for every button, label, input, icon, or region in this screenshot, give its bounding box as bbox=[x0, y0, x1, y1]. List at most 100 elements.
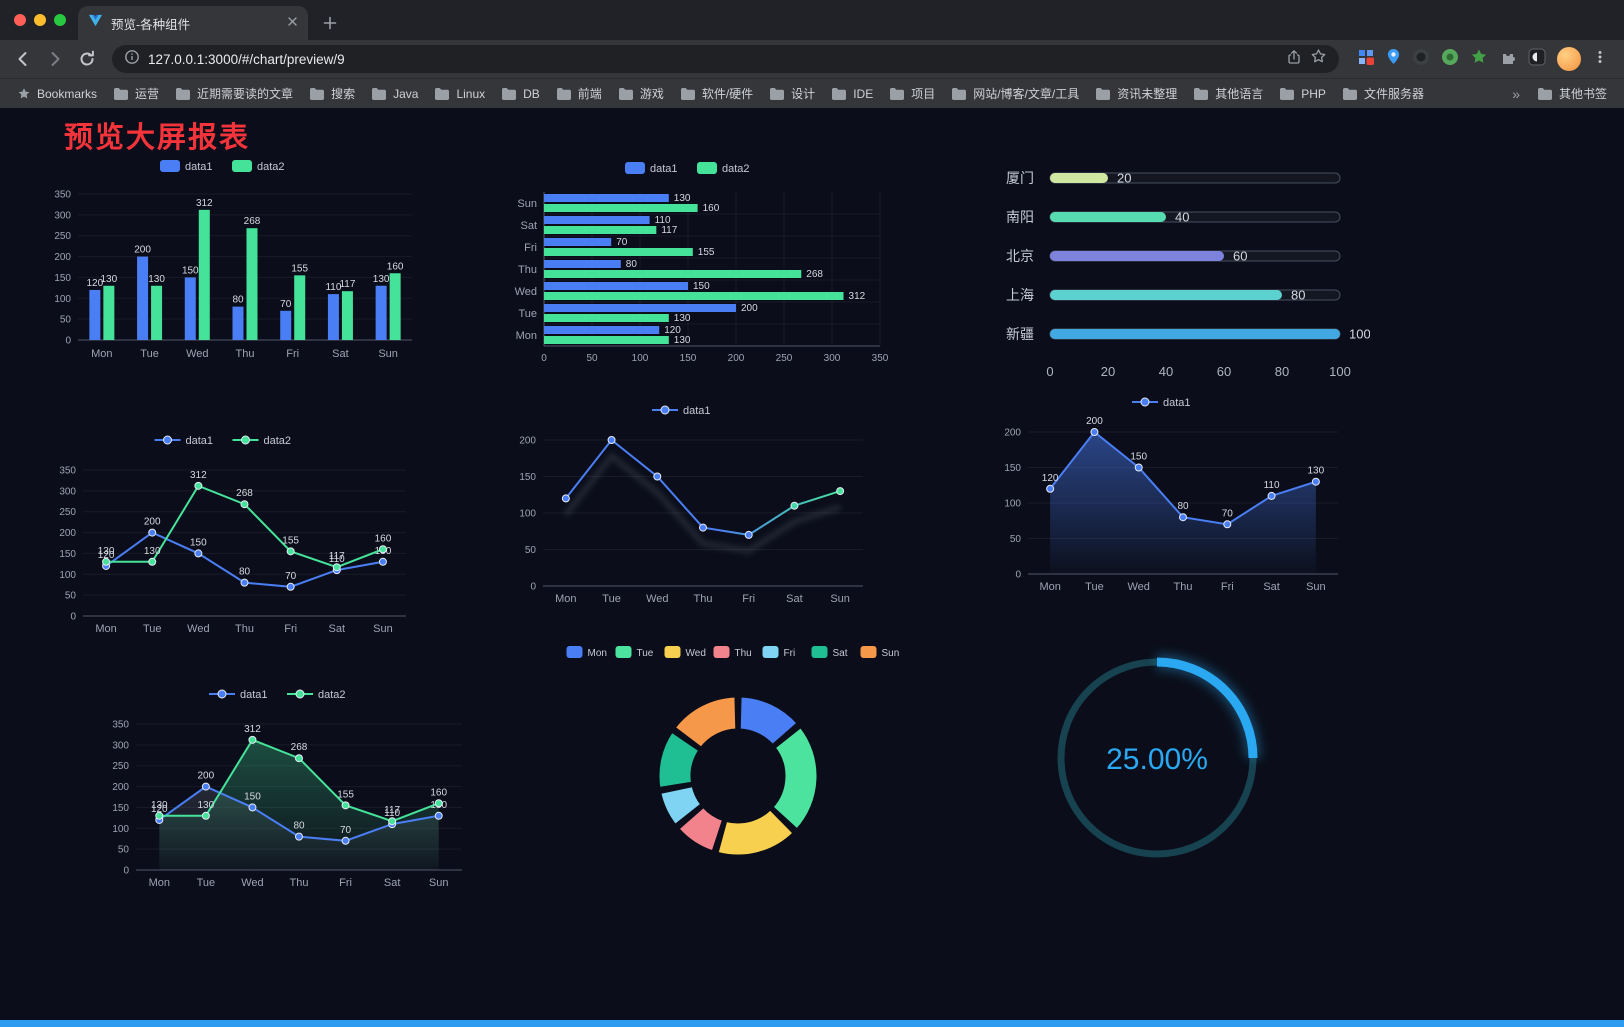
svg-text:Sun: Sun bbox=[1306, 581, 1326, 593]
svg-text:155: 155 bbox=[337, 789, 354, 800]
svg-text:117: 117 bbox=[339, 279, 355, 290]
svg-text:data2: data2 bbox=[318, 689, 346, 701]
site-info-icon[interactable] bbox=[124, 49, 140, 70]
dark-reader-icon[interactable] bbox=[1528, 48, 1546, 71]
svg-text:Tue: Tue bbox=[637, 648, 654, 659]
bookmark-label: 其他语言 bbox=[1215, 87, 1264, 101]
bookmark-item[interactable]: 软件/硬件 bbox=[673, 82, 760, 105]
bookmark-item[interactable]: 近期需要读的文章 bbox=[168, 82, 300, 105]
svg-text:Tue: Tue bbox=[602, 593, 621, 605]
svg-text:50: 50 bbox=[525, 545, 537, 556]
bookmark-item[interactable]: Java bbox=[364, 84, 425, 104]
svg-text:130: 130 bbox=[674, 335, 691, 346]
svg-text:100: 100 bbox=[519, 509, 536, 520]
browser-tab[interactable]: 预览-各种组件 bbox=[78, 6, 308, 40]
svg-text:110: 110 bbox=[384, 808, 400, 819]
address-bar[interactable]: 127.0.0.1:3000/#/chart/preview/9 bbox=[112, 45, 1339, 73]
page-content: 预览大屏报表 data1 data2 0 50 100 150 200 250 300 350 Mo… bbox=[0, 108, 1624, 1027]
svg-text:80: 80 bbox=[232, 295, 244, 306]
tab-close-button[interactable] bbox=[287, 14, 298, 32]
donut-chart: Mon Tue Wed Thu Fri Sat Sun bbox=[548, 638, 928, 882]
bookmark-label: 网站/博客/文章/工具 bbox=[973, 87, 1080, 101]
svg-text:200: 200 bbox=[1086, 416, 1103, 427]
svg-text:50: 50 bbox=[586, 353, 598, 364]
svg-text:80: 80 bbox=[1275, 364, 1289, 379]
bookmark-item[interactable]: 设计 bbox=[762, 82, 822, 105]
bookmark-item[interactable]: 文件服务器 bbox=[1335, 82, 1431, 105]
svg-text:250: 250 bbox=[112, 761, 129, 772]
bookmark-item[interactable]: DB bbox=[494, 84, 547, 104]
bookmark-star-icon[interactable] bbox=[1310, 48, 1327, 70]
gradient-line-chart: data1 0 50 100 150 200 Mon Tue Wed Thu Fri Sat Sun bbox=[505, 396, 877, 620]
window-controls bbox=[14, 14, 66, 26]
bookmark-label: 文件服务器 bbox=[1363, 87, 1424, 101]
svg-text:Mon: Mon bbox=[1039, 581, 1060, 593]
svg-text:100: 100 bbox=[632, 353, 649, 364]
bookmark-item[interactable]: 资讯未整理 bbox=[1088, 82, 1184, 105]
svg-text:新疆: 新疆 bbox=[1006, 326, 1034, 342]
svg-text:250: 250 bbox=[54, 231, 71, 242]
bookmarks-manager-item[interactable]: Bookmarks bbox=[10, 84, 104, 104]
bookmark-item[interactable]: Linux bbox=[427, 84, 492, 104]
extension-dark-circle-icon[interactable] bbox=[1412, 48, 1430, 71]
extension-green-star-icon[interactable] bbox=[1470, 48, 1488, 71]
svg-text:150: 150 bbox=[59, 549, 76, 560]
close-window-button[interactable] bbox=[14, 14, 26, 26]
bookmark-item[interactable]: 运营 bbox=[106, 82, 166, 105]
back-button[interactable] bbox=[8, 44, 38, 74]
bookmark-item[interactable]: 其他语言 bbox=[1186, 82, 1270, 105]
svg-text:150: 150 bbox=[1130, 452, 1147, 463]
bookmark-item[interactable]: PHP bbox=[1272, 84, 1333, 104]
svg-text:Fri: Fri bbox=[286, 348, 299, 360]
new-tab-button[interactable] bbox=[316, 9, 344, 37]
svg-text:150: 150 bbox=[693, 281, 710, 292]
bookmark-item[interactable]: 项目 bbox=[882, 82, 942, 105]
svg-text:120: 120 bbox=[1042, 473, 1059, 484]
extension-green-circle-icon[interactable] bbox=[1441, 48, 1459, 71]
bookmark-item[interactable]: 游戏 bbox=[611, 82, 671, 105]
svg-text:300: 300 bbox=[112, 740, 129, 751]
svg-text:200: 200 bbox=[144, 517, 161, 528]
share-icon[interactable] bbox=[1286, 49, 1302, 70]
bookmarks-overflow-chevron[interactable]: » bbox=[1512, 85, 1520, 102]
extension-grid-icon[interactable] bbox=[1357, 48, 1375, 71]
svg-text:Tue: Tue bbox=[143, 623, 162, 635]
other-bookmarks-item[interactable]: 其他书签 bbox=[1530, 82, 1614, 105]
svg-text:60: 60 bbox=[1217, 364, 1231, 379]
bookmark-item[interactable]: IDE bbox=[824, 84, 880, 104]
extensions-puzzle-icon[interactable] bbox=[1499, 48, 1517, 71]
forward-button[interactable] bbox=[40, 44, 70, 74]
svg-text:data1: data1 bbox=[1163, 397, 1191, 409]
bookmark-item[interactable]: 前端 bbox=[549, 82, 609, 105]
dual-line-chart: data1 data2 0 50 100 150 200 250 300 350 Mon Tue Wed… bbox=[45, 426, 420, 650]
minimize-window-button[interactable] bbox=[34, 14, 46, 26]
svg-text:Sat: Sat bbox=[329, 623, 346, 635]
bookmark-label: PHP bbox=[1301, 86, 1326, 101]
svg-text:250: 250 bbox=[776, 353, 793, 364]
svg-text:80: 80 bbox=[626, 259, 638, 270]
svg-text:0: 0 bbox=[70, 612, 76, 623]
bookmark-item[interactable]: 搜索 bbox=[302, 82, 362, 105]
svg-text:160: 160 bbox=[387, 261, 404, 272]
bookmark-label: 资讯未整理 bbox=[1117, 87, 1178, 101]
url-text[interactable]: 127.0.0.1:3000/#/chart/preview/9 bbox=[148, 51, 345, 67]
svg-text:Wed: Wed bbox=[515, 286, 537, 298]
svg-text:20: 20 bbox=[1117, 171, 1131, 186]
bookmark-item[interactable]: 网站/博客/文章/工具 bbox=[944, 82, 1086, 105]
reload-button[interactable] bbox=[72, 44, 102, 74]
profile-avatar[interactable] bbox=[1557, 47, 1581, 71]
maximize-window-button[interactable] bbox=[54, 14, 66, 26]
svg-text:Wed: Wed bbox=[186, 348, 208, 360]
svg-text:Sun: Sun bbox=[830, 593, 850, 605]
extension-pin-icon[interactable] bbox=[1386, 48, 1401, 70]
svg-text:117: 117 bbox=[384, 805, 400, 816]
browser-menu-icon[interactable] bbox=[1592, 49, 1608, 70]
svg-text:160: 160 bbox=[703, 203, 720, 214]
folder-icon bbox=[556, 87, 571, 100]
svg-text:data1: data1 bbox=[186, 435, 214, 447]
bookmark-label: IDE bbox=[853, 86, 874, 101]
folder-icon bbox=[1194, 87, 1209, 100]
svg-text:200: 200 bbox=[54, 252, 71, 263]
folder-icon bbox=[1537, 87, 1552, 100]
svg-text:160: 160 bbox=[375, 533, 392, 544]
